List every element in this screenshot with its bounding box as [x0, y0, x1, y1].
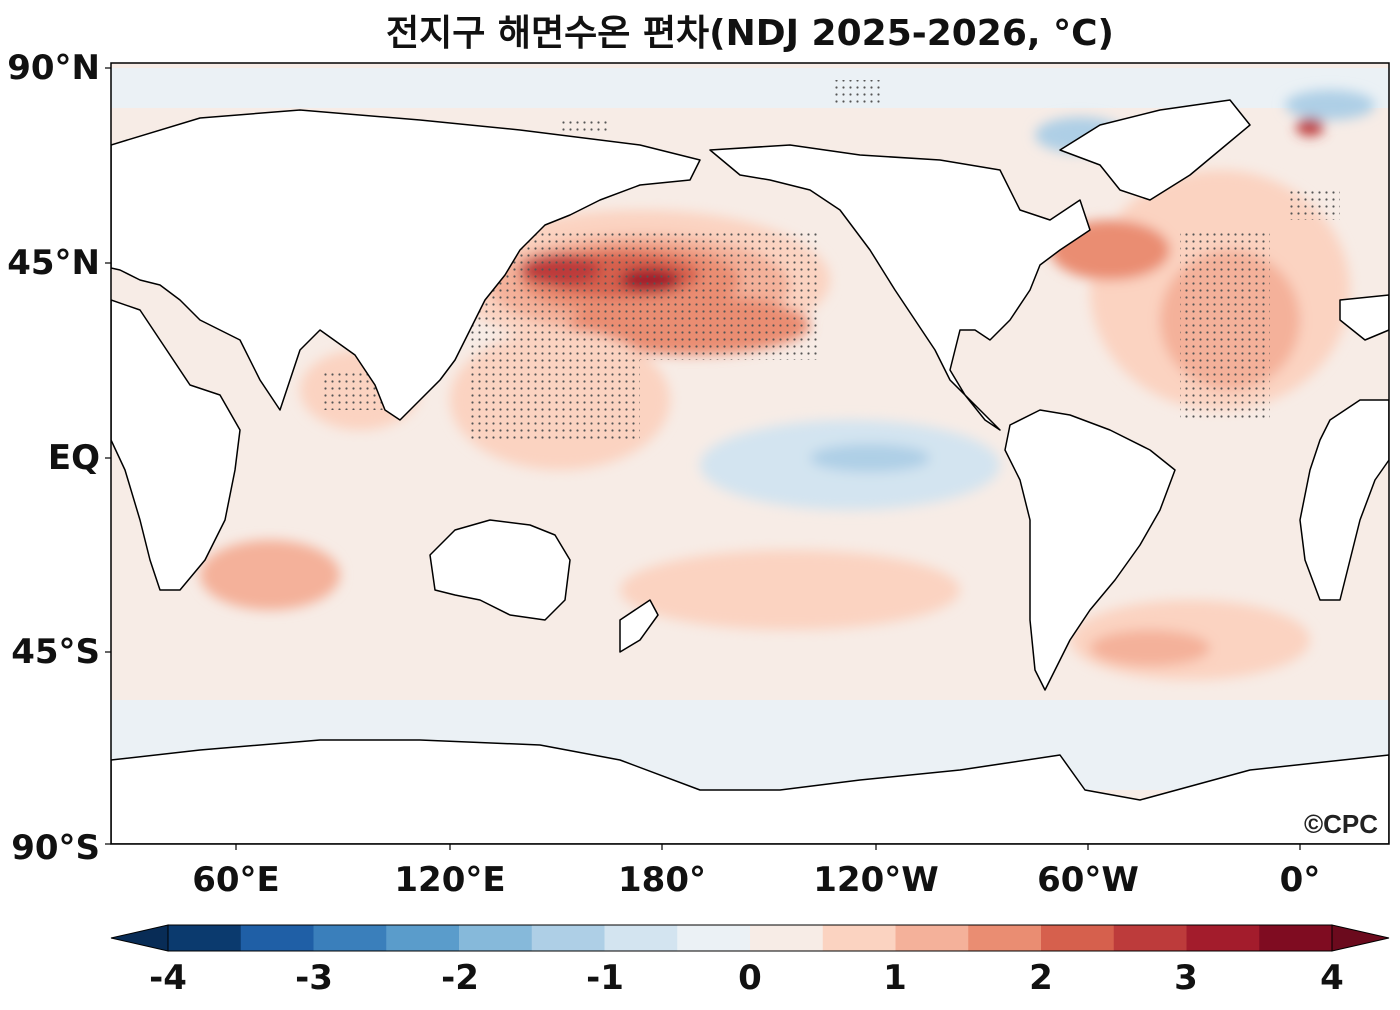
stipple-north-atlantic	[1180, 230, 1270, 420]
colorbar-segment	[968, 925, 1042, 951]
equatorial-cool-anomaly-2	[810, 444, 930, 472]
south-america-land	[1004, 409, 1176, 691]
new-zealand-land	[619, 599, 659, 653]
colorbar-tick-0: 0	[738, 958, 762, 998]
stipple-arctic	[835, 80, 880, 105]
greenland-land	[1059, 99, 1251, 201]
stipple-kara-sea	[560, 118, 610, 132]
colorbar-segment	[459, 925, 533, 951]
colorbar-segment	[822, 925, 896, 951]
lon-label-180: 180°	[618, 860, 706, 900]
stipple-north-pacific	[470, 230, 820, 360]
colorbar-segment	[1259, 925, 1333, 951]
colorbar-segment	[313, 925, 387, 951]
colorbar-tick-4: 4	[1320, 958, 1344, 998]
lon-label-120w: 120°W	[813, 860, 939, 900]
eurasia-land	[111, 109, 701, 421]
colorbar-segment	[168, 925, 242, 951]
colorbar-segment	[1113, 925, 1187, 951]
colorbar-segment	[1186, 925, 1260, 951]
stipple-west-pacific	[470, 360, 640, 440]
colorbar-tick-minus1: -1	[586, 958, 624, 998]
lon-label-60w: 60°W	[1037, 860, 1139, 900]
colorbar-tick-minus2: -2	[441, 958, 479, 998]
colorbar-segment	[1041, 925, 1115, 951]
lat-label-45n: 45°N	[7, 243, 100, 283]
colorbar-segment	[750, 925, 824, 951]
colorbar-frame	[167, 924, 1333, 952]
map-title: 전지구 해면수온 편차(NDJ 2025-2026, °C)	[386, 13, 1114, 54]
lon-label-120e: 120°E	[394, 860, 506, 900]
south-pacific-anomaly	[620, 550, 960, 630]
lat-label-90s: 90°S	[11, 828, 100, 868]
stipple-north-sea	[1290, 190, 1340, 220]
colorbar-tick-1: 1	[883, 958, 907, 998]
colorbar-tick-3: 3	[1174, 958, 1198, 998]
north-america-land	[709, 144, 1091, 431]
colorbar-segment	[604, 925, 678, 951]
colorbar-segment	[677, 925, 751, 951]
africa-west-land	[1299, 399, 1389, 601]
cpc-watermark: ©CPC	[1304, 809, 1378, 839]
colorbar-segment	[895, 925, 969, 951]
map-frame	[110, 62, 1390, 845]
africa-east-land	[111, 299, 241, 591]
colorbar-segment	[240, 925, 314, 951]
tick-marks	[105, 67, 1301, 850]
arctic-cool-anomaly-2	[1285, 90, 1375, 120]
colorbar-tick-minus3: -3	[295, 958, 333, 998]
colorbar-tick-2: 2	[1029, 958, 1053, 998]
colorbar-over-arrow	[1331, 924, 1390, 952]
europe-west-land	[1339, 294, 1389, 341]
colorbar-tick-minus4: -4	[149, 958, 187, 998]
barents-warm-anomaly	[1296, 118, 1324, 136]
antarctica-land	[111, 739, 1389, 844]
lat-label-90n: 90°N	[7, 48, 100, 88]
south-atlantic-anomaly-2	[1090, 630, 1210, 666]
indian-ocean-anomaly	[200, 540, 340, 610]
colorbar-under-arrow	[110, 924, 169, 952]
colorbar	[110, 924, 1390, 952]
lon-label-0: 0°	[1279, 860, 1321, 900]
lon-label-60e: 60°E	[192, 860, 280, 900]
lat-label-eq: EQ	[47, 438, 100, 478]
lat-label-45s: 45°S	[11, 632, 100, 672]
colorbar-segment	[386, 925, 460, 951]
continents	[111, 99, 1389, 844]
sst-anomaly-field	[111, 63, 1389, 844]
significance-stippling	[320, 80, 1340, 440]
australia-land	[429, 519, 571, 621]
arctic-band	[111, 68, 1389, 108]
colorbar-segment	[531, 925, 605, 951]
